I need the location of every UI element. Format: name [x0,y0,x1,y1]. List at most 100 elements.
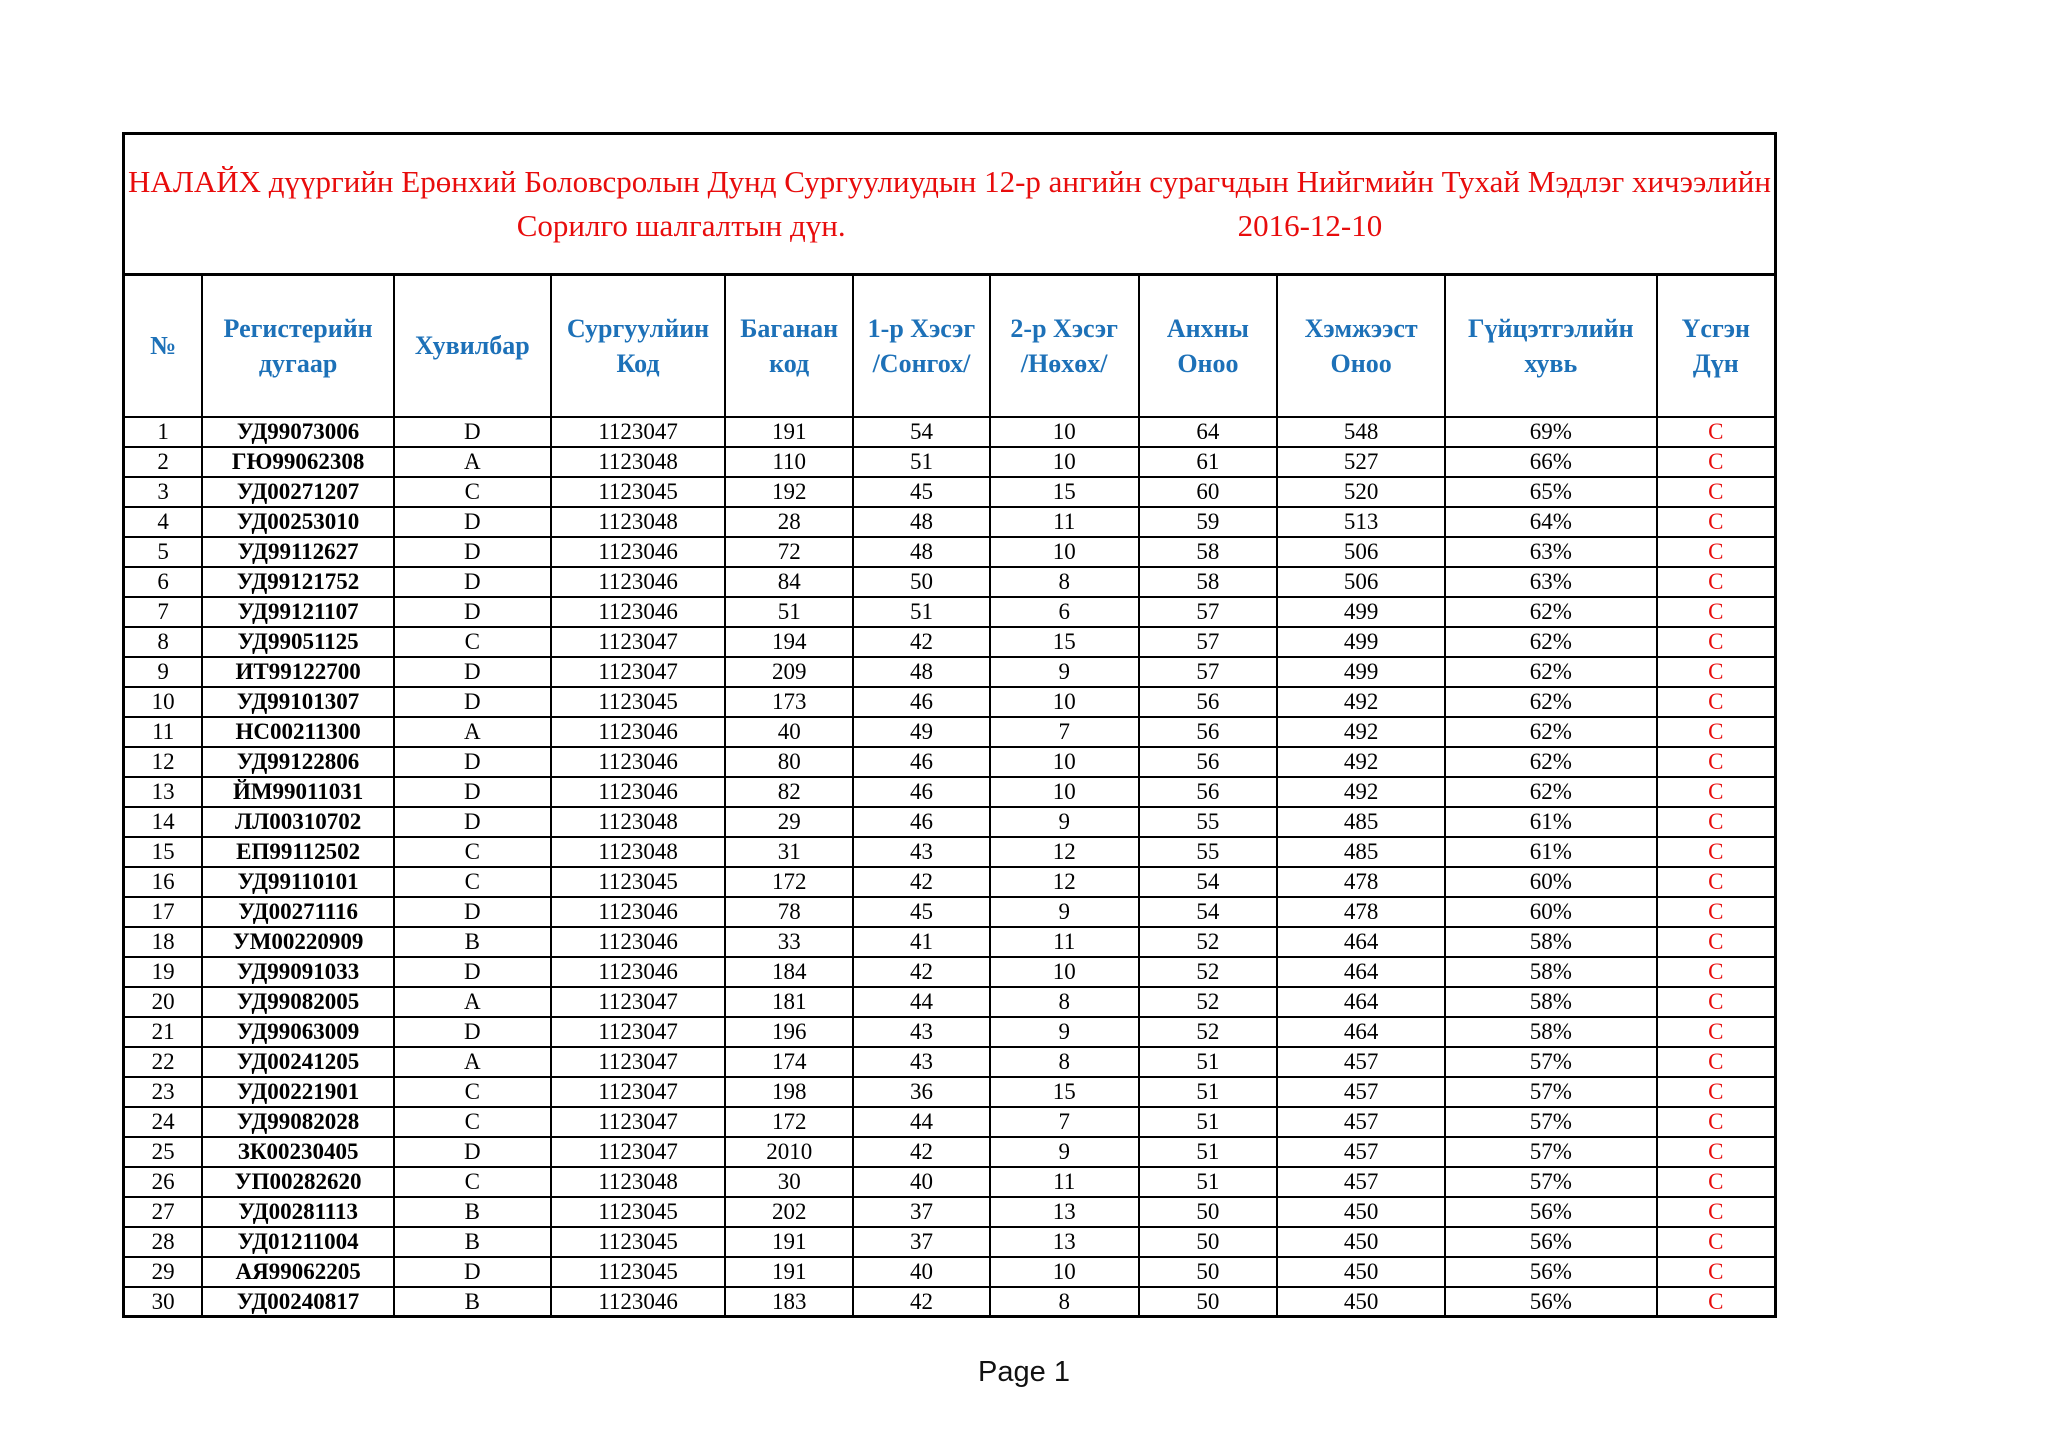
cell-letter-grade: C [1655,835,1777,868]
cell-register-number: ЙМ99011031 [201,775,395,808]
cell-column-code: 29 [724,805,855,838]
cell-initial-score: 61 [1137,445,1279,478]
cell-column-code: 198 [724,1075,855,1108]
cell-part1-score: 43 [852,1045,991,1078]
cell-school-code: 1123047 [549,985,727,1018]
cell-no: 22 [122,1045,204,1078]
cell-initial-score: 57 [1137,595,1279,628]
cell-initial-score: 54 [1137,865,1279,898]
cell-column-code: 31 [724,835,855,868]
cell-completion-percent: 57% [1444,1045,1658,1078]
table-row: 7 УД99121107 D 1123046 51 51 6 57 499 62% C [122,595,1777,628]
cell-scaled-score: 464 [1276,925,1446,958]
cell-initial-score: 51 [1137,1105,1279,1138]
cell-column-code: 173 [724,685,855,718]
cell-scaled-score: 478 [1276,895,1446,928]
cell-completion-percent: 62% [1444,745,1658,778]
cell-no: 27 [122,1195,204,1228]
cell-no: 26 [122,1165,204,1198]
results-table-body: 1 УД99073006 D 1123047 191 54 10 64 548 69% C 2 ГЮ99… [122,415,1777,1318]
cell-part2-score: 8 [988,565,1140,598]
table-row: 29 АЯ99062205 D 1123045 191 40 10 50 450 56% C [122,1255,1777,1288]
cell-letter-grade: C [1655,1285,1777,1318]
cell-completion-percent: 58% [1444,985,1658,1018]
cell-part1-score: 44 [852,1105,991,1138]
cell-register-number: УД99051125 [201,625,395,658]
cell-part2-score: 7 [988,715,1140,748]
cell-letter-grade: C [1655,1225,1777,1258]
cell-initial-score: 50 [1137,1195,1279,1228]
cell-register-number: УД99101307 [201,685,395,718]
cell-school-code: 1123046 [549,595,727,628]
cell-school-code: 1123047 [549,1075,727,1108]
cell-initial-score: 50 [1137,1285,1279,1318]
cell-register-number: ЛЛ00310702 [201,805,395,838]
cell-completion-percent: 62% [1444,595,1658,628]
cell-completion-percent: 62% [1444,775,1658,808]
cell-completion-percent: 62% [1444,715,1658,748]
cell-letter-grade: C [1655,925,1777,958]
table-row: 22 УД00241205 A 1123047 174 43 8 51 457 57% C [122,1045,1777,1078]
cell-part1-score: 37 [852,1225,991,1258]
cell-letter-grade: C [1655,895,1777,928]
cell-column-code: 172 [724,865,855,898]
cell-variant: B [392,1285,552,1318]
cell-letter-grade: C [1655,625,1777,658]
cell-completion-percent: 61% [1444,805,1658,838]
cell-part1-score: 45 [852,475,991,508]
cell-part1-score: 40 [852,1255,991,1288]
cell-no: 15 [122,835,204,868]
cell-completion-percent: 62% [1444,685,1658,718]
table-row: 27 УД00281113 B 1123045 202 37 13 50 450 56% C [122,1195,1777,1228]
table-row: 5 УД99112627 D 1123046 72 48 10 58 506 63% C [122,535,1777,568]
cell-scaled-score: 464 [1276,985,1446,1018]
cell-school-code: 1123046 [549,535,727,568]
cell-column-code: 194 [724,625,855,658]
cell-letter-grade: C [1655,445,1777,478]
cell-school-code: 1123047 [549,625,727,658]
table-row: 15 ЕП99112502 C 1123048 31 43 12 55 485 61% C [122,835,1777,868]
cell-part1-score: 49 [852,715,991,748]
table-row: 16 УД99110101 C 1123045 172 42 12 54 478 60% C [122,865,1777,898]
cell-part1-score: 48 [852,655,991,688]
cell-letter-grade: C [1655,685,1777,718]
table-row: 18 УМ00220909 B 1123046 33 41 11 52 464 58% C [122,925,1777,958]
cell-column-code: 30 [724,1165,855,1198]
table-row: 30 УД00240817 B 1123046 183 42 8 50 450 56% C [122,1285,1777,1318]
cell-no: 24 [122,1105,204,1138]
cell-scaled-score: 492 [1276,685,1446,718]
cell-variant: D [392,595,552,628]
cell-no: 28 [122,1225,204,1258]
cell-letter-grade: C [1655,985,1777,1018]
cell-school-code: 1123047 [549,655,727,688]
cell-register-number: УД00221901 [201,1075,395,1108]
cell-school-code: 1123046 [549,1285,727,1318]
table-row: 8 УД99051125 C 1123047 194 42 15 57 499 62% C [122,625,1777,658]
cell-register-number: УД00271207 [201,475,395,508]
table-row: 10 УД99101307 D 1123045 173 46 10 56 492 62% C [122,685,1777,718]
table-row: 14 ЛЛ00310702 D 1123048 29 46 9 55 485 61% C [122,805,1777,838]
cell-part2-score: 10 [988,1255,1140,1288]
cell-no: 30 [122,1285,204,1318]
cell-register-number: УД99122806 [201,745,395,778]
cell-variant: A [392,715,552,748]
cell-variant: C [392,1165,552,1198]
cell-school-code: 1123046 [549,775,727,808]
cell-initial-score: 56 [1137,685,1279,718]
cell-school-code: 1123048 [549,505,727,538]
cell-school-code: 1123045 [549,1195,727,1228]
cell-variant: A [392,445,552,478]
cell-completion-percent: 61% [1444,835,1658,868]
cell-letter-grade: C [1655,1075,1777,1108]
cell-no: 12 [122,745,204,778]
cell-scaled-score: 464 [1276,955,1446,988]
cell-part1-score: 42 [852,625,991,658]
results-table-header: № Регистерийн дугаар Хувилбар Сургуулйин… [122,273,1777,418]
cell-initial-score: 50 [1137,1255,1279,1288]
cell-completion-percent: 57% [1444,1165,1658,1198]
cell-school-code: 1123045 [549,475,727,508]
cell-variant: C [392,625,552,658]
cell-completion-percent: 66% [1444,445,1658,478]
cell-no: 21 [122,1015,204,1048]
cell-school-code: 1123045 [549,865,727,898]
